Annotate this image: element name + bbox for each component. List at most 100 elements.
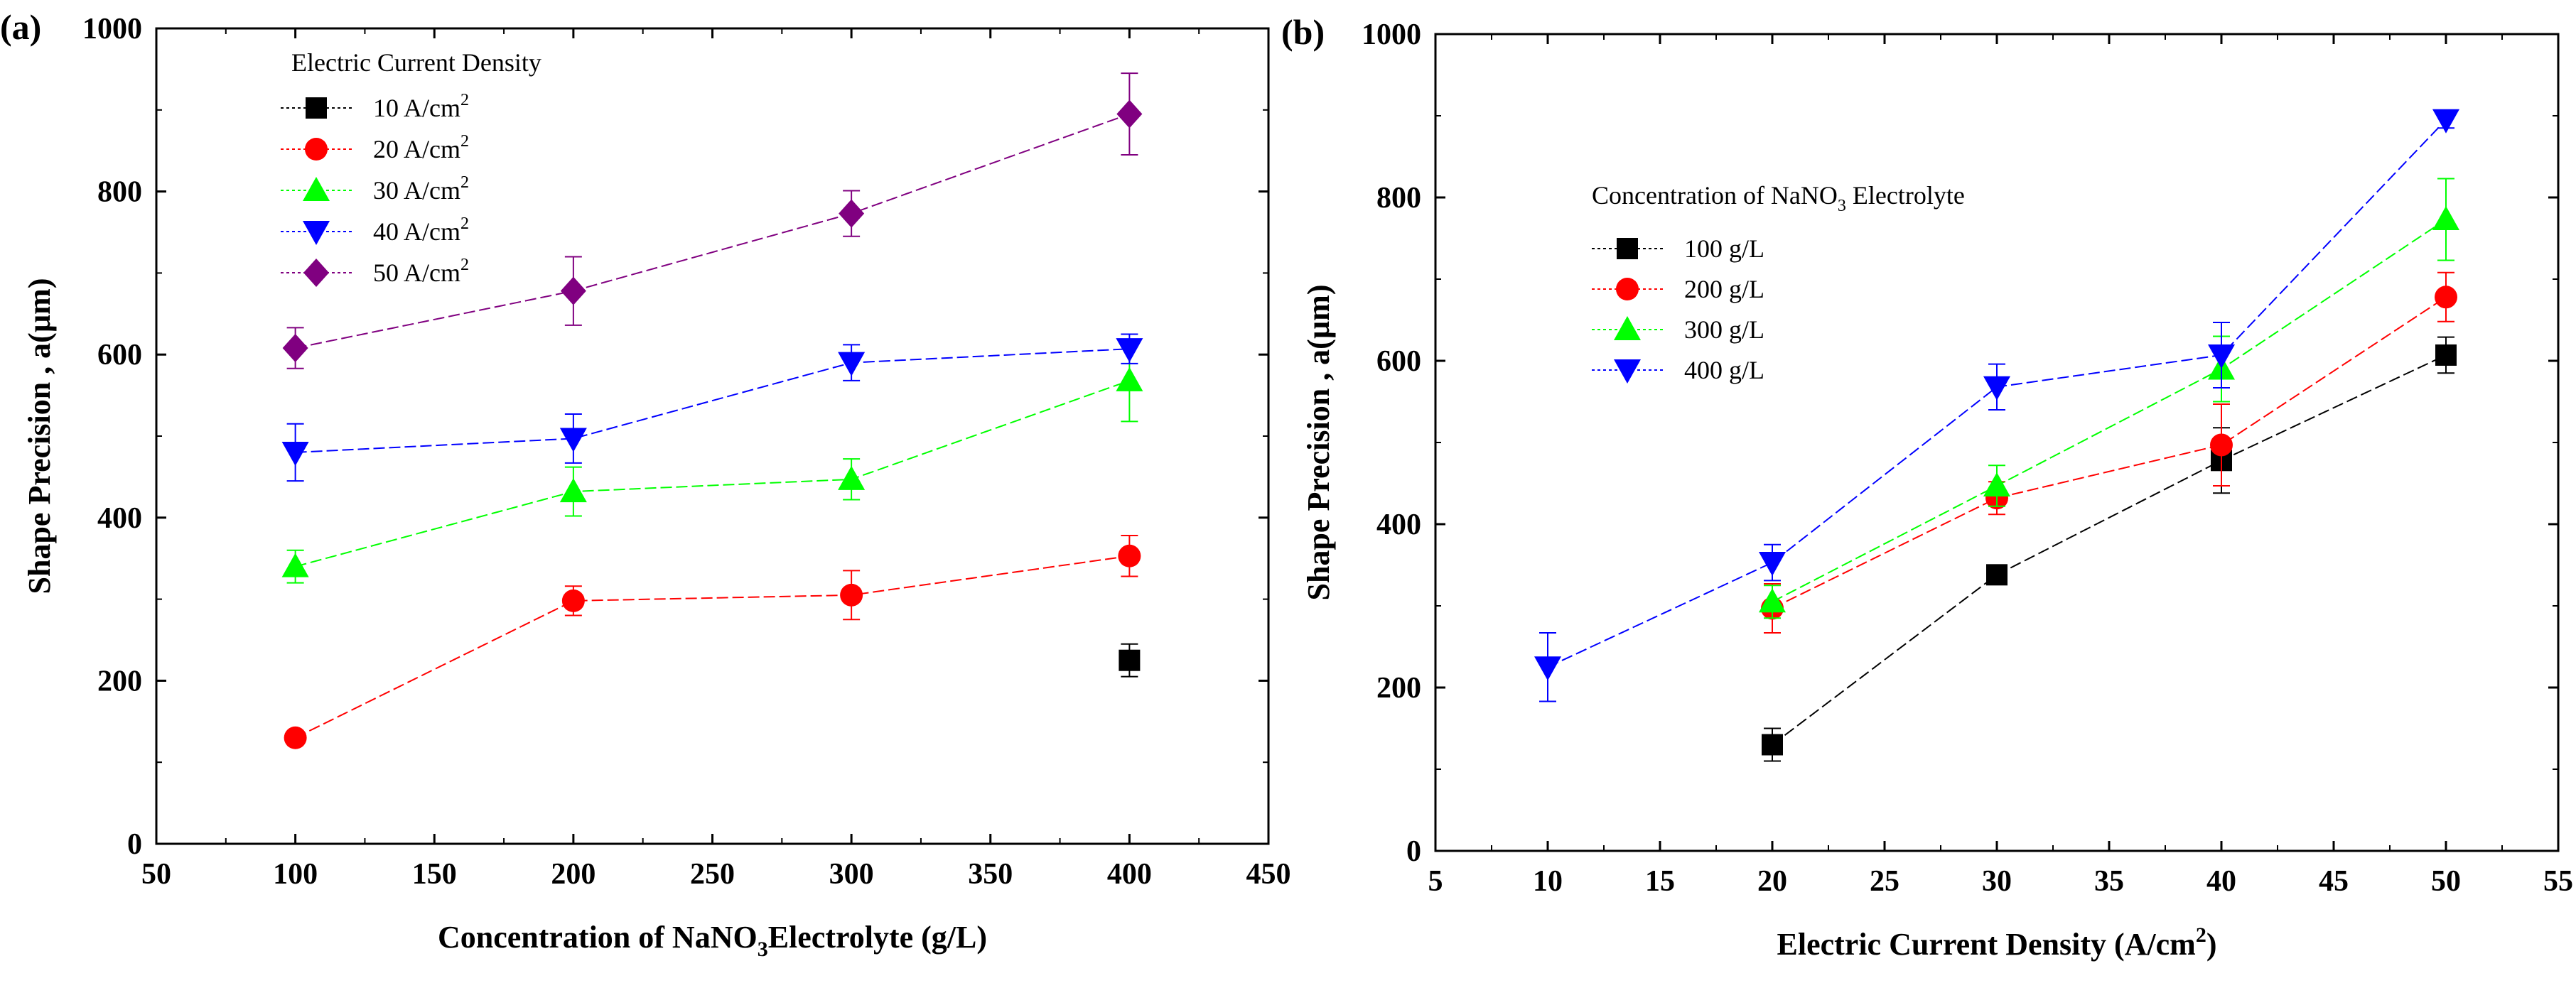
x-axis-title-part: ) [2206,927,2217,962]
legend: Concentration of NaNO3 Electrolyte 100 g/… [1592,181,1965,384]
legend-label-text: 50 A/cm [373,259,460,287]
x-tick-label: 40 [2206,865,2236,898]
legend-marker [303,259,329,287]
legend-label-text: 400 g/L [1684,356,1764,384]
data-point [1986,564,2008,586]
data-point [561,589,585,612]
legend-marker [1617,238,1638,259]
x-tick-label: 350 [968,858,1013,891]
series-line [295,555,1130,739]
legend-marker [1616,278,1639,300]
y-tick-label: 0 [1406,835,1421,868]
x-axis-title: Concentration of NaNO3Electrolyte (g/L) [438,920,987,961]
series-2 [281,339,1143,584]
series-line [295,113,1130,349]
legend-label-superscript: 2 [460,256,469,274]
x-axis-title: Electric Current Density (A/cm2) [1777,923,2217,962]
series-line [1772,219,2447,603]
x-tick-label: 5 [1428,865,1443,898]
x-axis-title-part: Electrolyte (g/L) [768,920,987,955]
data-point [840,583,863,607]
data-point [281,553,309,577]
legend-marker [305,138,328,161]
data-point [282,334,308,363]
plot-frame [1434,33,2560,852]
y-tick-label: 1000 [82,13,142,45]
panel-label: (a) [0,7,41,47]
data-point [839,199,865,228]
x-axis-title-subscript: 3 [758,938,768,961]
legend-label: 50 A/cm2 [373,256,469,287]
x-tick-label: 10 [1533,865,1563,898]
data-point [284,726,307,749]
legend-label-text: 10 A/cm [373,94,460,122]
series-0 [1762,336,2457,762]
data-point [1119,649,1141,671]
legend-label: 40 A/cm2 [373,214,469,246]
legend-label: 100 g/L [1684,234,1764,263]
legend-label-text: 40 A/cm [373,217,460,246]
y-tick-label: 400 [1376,509,1421,541]
legend-title-text: Electric Current Density [291,48,541,77]
data-point [281,441,309,466]
x-tick-label: 50 [141,858,171,891]
data-point [838,465,866,490]
legend-label: 30 A/cm2 [373,173,469,205]
series-line [295,379,1130,567]
series-1 [1761,271,2457,634]
x-axis-title-part: Concentration of NaNO [438,920,758,955]
legend-label: 200 g/L [1684,275,1764,303]
x-tick-label: 55 [2543,865,2573,898]
legend-label-text: 100 g/L [1684,234,1764,263]
legend-label: 300 g/L [1684,315,1764,344]
x-tick-label: 150 [412,858,457,891]
y-tick-label: 800 [1376,182,1421,214]
series-3 [1534,109,2459,702]
data-point [1983,472,2010,496]
legend-label: 10 A/cm2 [373,91,469,122]
legend-label-superscript: 2 [460,173,469,192]
x-tick-label: 300 [829,858,874,891]
x-tick-label: 45 [2319,865,2349,898]
legend-marker [1614,359,1641,384]
legend-label-text: 300 g/L [1684,315,1764,344]
series-line [1772,296,2447,609]
y-tick-label: 0 [127,828,142,861]
legend-label-superscript: 2 [460,132,469,151]
y-tick-label: 600 [1376,345,1421,378]
data-point [1116,338,1143,363]
series-1 [284,535,1141,749]
legend-label: 400 g/L [1684,356,1764,384]
legend-label-superscript: 2 [460,214,469,233]
x-axis-title-superscript: 2 [2196,923,2206,947]
legend-title-text: Electrolyte [1846,181,1965,210]
x-tick-label: 250 [690,858,735,891]
y-tick-label: 200 [97,665,142,697]
y-tick-label: 800 [97,176,142,209]
x-tick-label: 25 [1870,865,1899,898]
legend-marker [1614,316,1641,340]
x-axis-title-part: Electric Current Density (A/cm [1777,927,2196,962]
data-point [2432,206,2459,231]
data-point [560,276,586,305]
y-tick-label: 400 [97,502,142,535]
data-point [559,478,587,503]
legend-marker [303,177,330,201]
x-tick-label: 30 [1982,865,2012,898]
legend-label-superscript: 2 [460,91,469,109]
data-point [559,428,587,452]
y-axis-title: Shape Precision , a(µm) [22,278,57,594]
legend-label-text: 20 A/cm [373,135,460,163]
panel-b-shape-precision-vs-current-density: 5 10 15 20 25 30 35 40 45 50 55 0 200 400 600 800 1000 (b… [1281,12,2573,962]
legend-marker [306,97,327,119]
data-point [1116,366,1143,391]
legend-title: Concentration of NaNO3 Electrolyte [1592,181,1965,215]
data-point [2432,109,2459,134]
series-0 [1119,643,1141,678]
legend-title-subscript: 3 [1838,197,1846,215]
legend-label-text: 30 A/cm [373,176,460,205]
data-point [2210,433,2233,457]
x-tick-label: 200 [551,858,596,891]
data-point [1118,544,1141,567]
